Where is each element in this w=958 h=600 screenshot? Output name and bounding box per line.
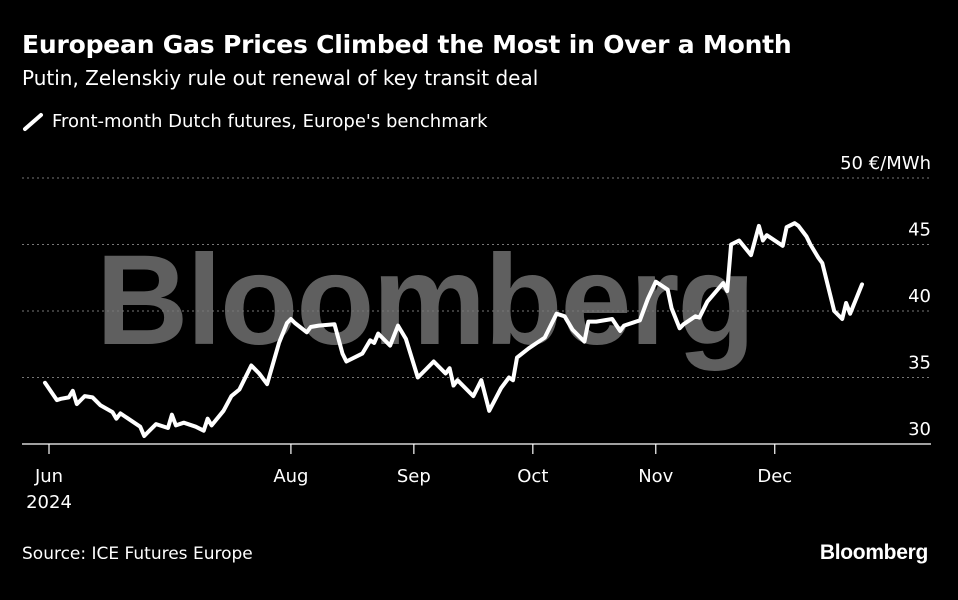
- legend-label: Front-month Dutch futures, Europe's benc…: [52, 111, 488, 132]
- x-tick-label: Dec: [757, 466, 792, 487]
- x-tick-label: Oct: [517, 466, 548, 487]
- x-tick-label: Nov: [638, 466, 673, 487]
- y-tick-label: 30: [908, 419, 931, 440]
- y-tick-label: 50 €/MWh: [840, 153, 931, 174]
- x-tick-label: Sep: [397, 466, 431, 487]
- y-tick-label: 45: [908, 220, 931, 241]
- watermark: Bloomberg: [96, 229, 754, 372]
- x-tick-label: Jun: [34, 466, 63, 487]
- x-tick-label: Aug: [273, 466, 308, 487]
- y-tick-label: 40: [908, 286, 931, 307]
- x-tick-sublabel: 2024: [26, 492, 72, 513]
- y-tick-label: 35: [908, 353, 931, 374]
- source-note: Source: ICE Futures Europe: [22, 544, 253, 564]
- chart-title: European Gas Prices Climbed the Most in …: [22, 30, 792, 59]
- legend-line-icon: [23, 112, 43, 131]
- chart-legend: Front-month Dutch futures, Europe's benc…: [22, 111, 488, 132]
- bloomberg-logo: Bloomberg: [819, 541, 928, 564]
- series-line: [43, 221, 864, 438]
- chart-subtitle: Putin, Zelenskiy rule out renewal of key…: [22, 66, 539, 90]
